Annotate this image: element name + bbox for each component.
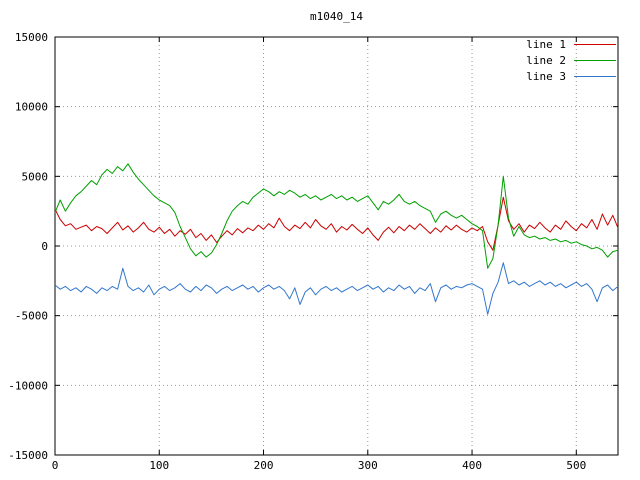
legend-item-line-2: line 2 [526,54,616,67]
legend-label: line 1 [526,38,566,51]
x-tick-label: 500 [566,459,586,472]
chart-title: m1040_14 [310,10,363,23]
y-tick-label: -10000 [8,379,48,392]
series-line-1 [54,196,619,251]
y-tick-label: 5000 [22,170,49,183]
legend-line-sample [574,60,616,61]
y-tick-label: 15000 [15,31,48,44]
x-tick-label: 200 [254,459,274,472]
x-tick-label: 100 [149,459,169,472]
legend-line-sample [574,76,616,77]
legend-line-sample [574,44,616,45]
x-tick-label: 0 [52,459,59,472]
legend-label: line 2 [526,54,566,67]
legend-label: line 3 [526,70,566,83]
chart-legend: line 1 line 2 line 3 [526,38,616,83]
x-tick-label: 300 [358,459,378,472]
series-line-3 [54,262,619,315]
y-tick-label: 0 [41,240,48,253]
legend-item-line-1: line 1 [526,38,616,51]
y-tick-label: 10000 [15,101,48,114]
y-tick-label: -5000 [15,310,48,323]
y-tick-label: -15000 [8,449,48,462]
x-tick-label: 400 [462,459,482,472]
series-line-2 [54,163,619,269]
legend-item-line-3: line 3 [526,70,616,83]
